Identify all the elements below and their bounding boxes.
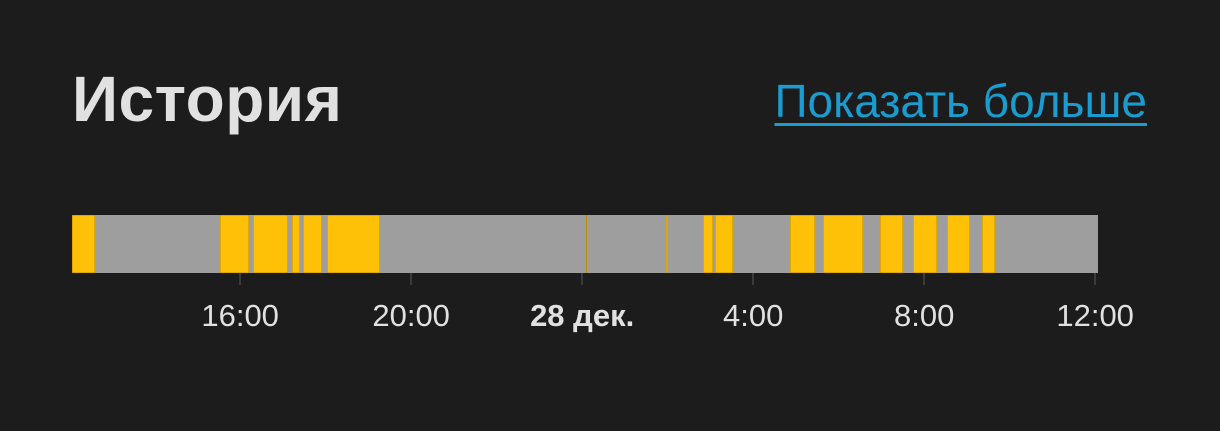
axis-tick-label: 28 дек. bbox=[530, 298, 635, 333]
axis-tick-mark bbox=[1094, 273, 1097, 285]
history-title: История bbox=[72, 63, 343, 135]
state-on-segment[interactable] bbox=[879, 215, 904, 273]
state-on-segment[interactable] bbox=[946, 215, 971, 273]
state-on-segment[interactable] bbox=[220, 215, 250, 273]
axis-tick-mark bbox=[923, 273, 926, 285]
axis-tick-mark bbox=[239, 273, 242, 285]
state-on-segment[interactable] bbox=[585, 215, 588, 273]
axis-tick-mark bbox=[410, 273, 413, 285]
history-timeline-bar[interactable] bbox=[72, 215, 1098, 273]
axis-tick-mark bbox=[752, 273, 755, 285]
axis-tick-label: 20:00 bbox=[372, 298, 450, 333]
state-on-segment[interactable] bbox=[292, 215, 300, 273]
axis-tick-mark bbox=[581, 273, 584, 285]
state-on-segment[interactable] bbox=[327, 215, 380, 273]
state-on-segment[interactable] bbox=[790, 215, 816, 273]
state-on-segment[interactable] bbox=[252, 215, 288, 273]
state-on-segment[interactable] bbox=[715, 215, 734, 273]
state-on-segment[interactable] bbox=[666, 215, 668, 273]
axis-tick-label: 12:00 bbox=[1056, 298, 1134, 333]
axis-tick-label: 8:00 bbox=[893, 298, 955, 333]
state-on-segment[interactable] bbox=[72, 215, 95, 273]
show-more-link[interactable]: Показать больше bbox=[774, 75, 1147, 127]
state-on-segment[interactable] bbox=[822, 215, 863, 273]
state-on-segment[interactable] bbox=[703, 215, 714, 273]
axis-tick-label: 4:00 bbox=[722, 298, 784, 333]
state-on-segment[interactable] bbox=[302, 215, 323, 273]
state-on-segment[interactable] bbox=[981, 215, 996, 273]
state-on-segment[interactable] bbox=[913, 215, 937, 273]
axis-tick-label: 16:00 bbox=[201, 298, 279, 333]
